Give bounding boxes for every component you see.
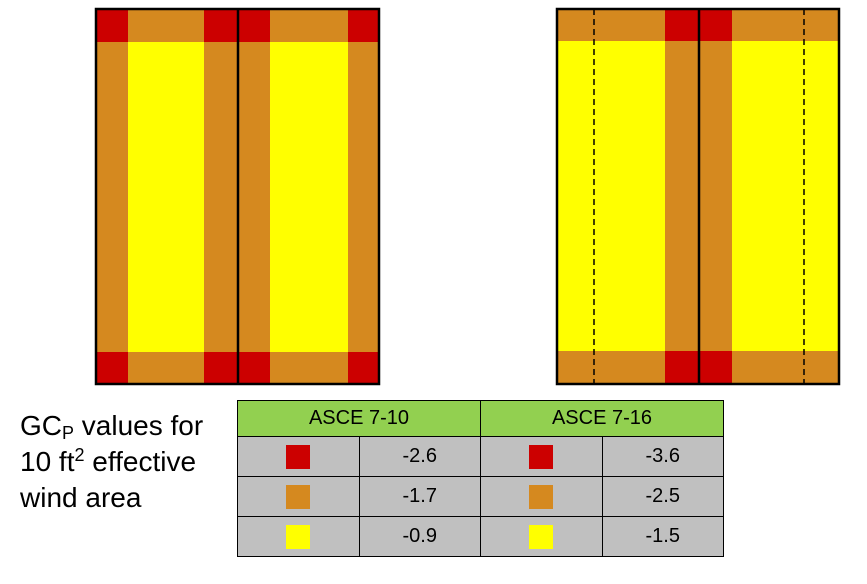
- table-header-row: ASCE 7-10 ASCE 7-16: [237, 400, 724, 437]
- corner-zone: [96, 352, 128, 384]
- value-cell: -1.7: [358, 476, 481, 517]
- roof-zone-diagrams: [94, 7, 841, 386]
- edge-zone-swatch: [529, 484, 554, 509]
- table-row: -0.9 -1.5: [237, 516, 724, 557]
- edge-zone-swatch: [286, 484, 311, 509]
- caption-line-2: 10 ft2 effective: [20, 444, 203, 480]
- caption-line-3: wind area: [20, 482, 142, 513]
- caption-effective: effective: [84, 446, 197, 477]
- caption-superscript: 2: [74, 445, 85, 465]
- corner-zone: [348, 352, 379, 384]
- interior-zone-swatch: [286, 524, 311, 549]
- swatch-cell: [480, 476, 603, 517]
- caption-values-for: values for: [74, 410, 204, 441]
- gcp-caption: GCP values for 10 ft2 effective wind are…: [20, 408, 203, 516]
- value-cell: -2.5: [601, 476, 724, 517]
- caption-line-1: GCP values for: [20, 408, 203, 444]
- interior-zone-1: [128, 42, 204, 352]
- swatch-cell: [237, 516, 360, 557]
- caption-subscript: P: [62, 423, 75, 443]
- caption-area: 10 ft: [20, 446, 75, 477]
- gcp-values-table: ASCE 7-10 ASCE 7-16 -2.6 -3.6 -1.7 -2.5 …: [237, 400, 724, 557]
- roof-outline: [555, 7, 841, 386]
- corner-zone: [96, 9, 128, 42]
- interior-zone-swatch: [529, 524, 554, 549]
- caption-gc: GC: [20, 410, 62, 441]
- swatch-cell: [480, 436, 603, 477]
- swatch-cell: [237, 476, 360, 517]
- header-asce-7-16: ASCE 7-16: [480, 400, 724, 437]
- corner-zone-swatch: [286, 444, 311, 469]
- corner-zone: [348, 9, 379, 42]
- value-cell: -1.5: [601, 516, 724, 557]
- value-cell: -0.9: [358, 516, 481, 557]
- roof-plan-asce-7-10: [94, 7, 381, 386]
- swatch-cell: [237, 436, 360, 477]
- corner-zone-swatch: [529, 444, 554, 469]
- header-asce-7-10: ASCE 7-10: [237, 400, 481, 437]
- table-row: -1.7 -2.5: [237, 476, 724, 517]
- roof-plan-asce-7-16: [555, 7, 841, 386]
- swatch-cell: [480, 516, 603, 557]
- roof-outline: [94, 7, 381, 386]
- value-cell: -2.6: [358, 436, 481, 477]
- value-cell: -3.6: [601, 436, 724, 477]
- interior-zone-2: [270, 42, 348, 352]
- table-row: -2.6 -3.6: [237, 436, 724, 477]
